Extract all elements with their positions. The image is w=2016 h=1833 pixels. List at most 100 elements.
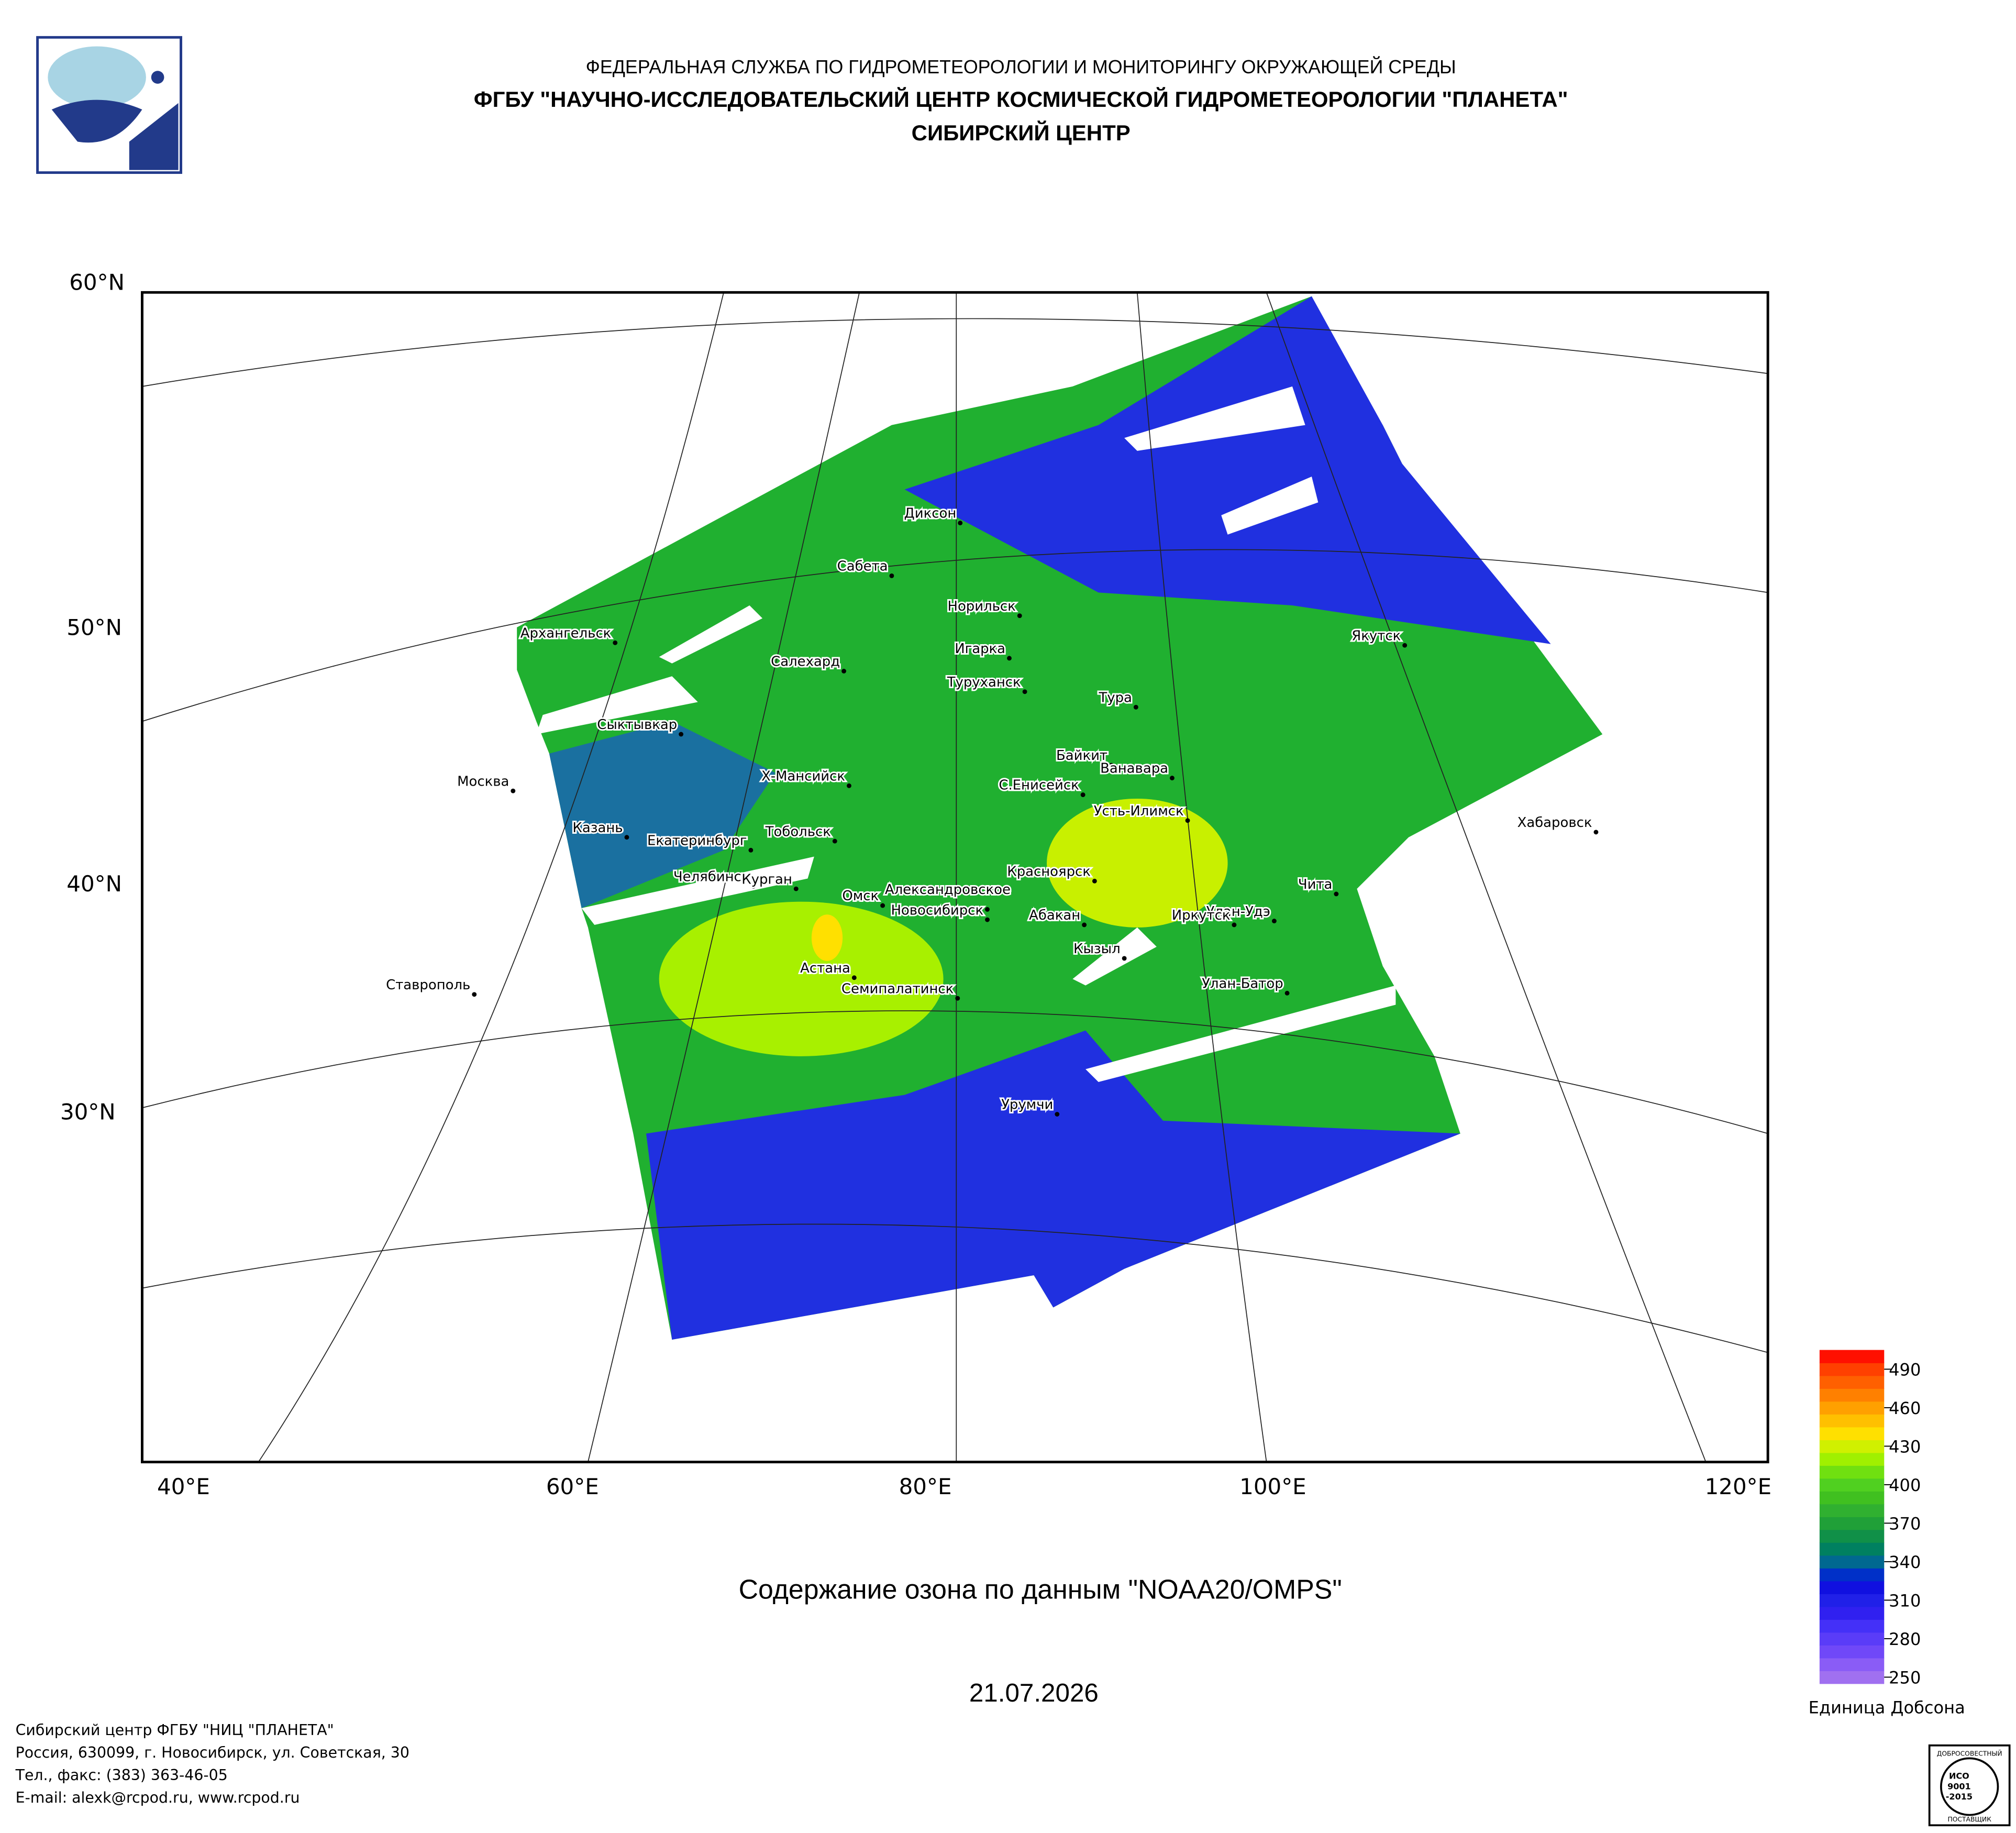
iso-text: ДОБРОСОВЕСТНЫЙ (1937, 1749, 2002, 1757)
legend-swatch (1819, 1632, 1885, 1646)
legend-swatch (1819, 1645, 1885, 1659)
city-label: Челябинск (673, 869, 749, 885)
legend-tick-label: 490 (1889, 1360, 1921, 1380)
city-dot (832, 838, 837, 844)
legend-swatch (1819, 1658, 1885, 1671)
legend-swatch (1819, 1619, 1885, 1633)
iso-text: ПОСТАВЩИК (1947, 1816, 1991, 1823)
city-label: Иркутск (1172, 908, 1231, 923)
header-line: СИБИРСКИЙ ЦЕНТР (912, 120, 1131, 145)
legend-swatch (1819, 1671, 1885, 1684)
lat-label: 40°N (67, 871, 122, 897)
city-dot (1334, 891, 1339, 897)
city-dot (751, 884, 756, 889)
legend-swatch (1819, 1465, 1885, 1479)
header-line: ФЕДЕРАЛЬНАЯ СЛУЖБА ПО ГИДРОМЕТЕОРОЛОГИИ … (586, 57, 1456, 78)
city-label: Якутск (1352, 628, 1401, 644)
legend-swatch (1819, 1491, 1885, 1505)
city-dot (624, 835, 629, 840)
city-dot (847, 783, 851, 788)
legend-swatch (1819, 1529, 1885, 1543)
city-dot (1284, 990, 1290, 996)
date: 21.07.2026 (969, 1679, 1099, 1707)
city-label: Тобольск (765, 824, 831, 840)
legend-swatch (1819, 1388, 1885, 1402)
city-label: Салехард (771, 654, 840, 670)
footer-line: Сибирский центр ФГБУ "НИЦ "ПЛАНЕТА" (16, 1721, 334, 1739)
city-label: Тура (1098, 690, 1132, 706)
legend-unit: Единица Добсона (1809, 1697, 1965, 1717)
city-label: Туруханск (947, 675, 1021, 690)
iso-text: ИСО (1949, 1771, 1969, 1781)
city-label: Усть-Илимск (1094, 803, 1184, 819)
city-dot (1232, 922, 1237, 927)
city-label: Ванавара (1100, 761, 1168, 777)
lat-label: 60°N (69, 269, 125, 295)
legend-swatch (1819, 1427, 1885, 1440)
city-dot (1007, 656, 1012, 661)
logo (36, 36, 182, 174)
legend-swatch (1819, 1350, 1885, 1363)
city-label: Новосибирск (891, 902, 983, 918)
city-dot (955, 996, 960, 1001)
city-label: Диксон (904, 506, 957, 522)
iso-text: -2015 (1946, 1792, 1973, 1802)
legend-swatch (1819, 1375, 1885, 1389)
lon-label: 40°E (157, 1474, 210, 1499)
legend-swatch (1819, 1555, 1885, 1569)
city-label: С.Енисейск (999, 778, 1079, 793)
city-dot (958, 521, 963, 526)
city-dot (1017, 613, 1022, 619)
ozone-high (659, 901, 944, 1056)
city-dot (1271, 919, 1277, 924)
city-dot (1082, 922, 1087, 927)
cities: Диксон Сабета Норильск Архангельск Игарка Яку… (384, 504, 1599, 1117)
legend-swatch (1819, 1504, 1885, 1517)
map-title: Содержание озона по данным "NOAA20/OMPS" (739, 1574, 1342, 1604)
city-label: Москва (457, 774, 509, 789)
city-label: Красноярск (1007, 864, 1091, 880)
city-label: Курган (741, 871, 792, 887)
city-label: Александровское (885, 882, 1011, 898)
city-dot (880, 903, 885, 908)
legend-swatch (1819, 1542, 1885, 1556)
legend-swatch (1819, 1517, 1885, 1530)
city-label: Чита (1298, 877, 1333, 892)
legend-swatch (1819, 1478, 1885, 1492)
city-dot (851, 975, 857, 980)
lon-label: 100°E (1239, 1474, 1306, 1499)
city-label: Урумчи (1001, 1097, 1053, 1113)
legend-swatch (1819, 1568, 1885, 1582)
ozone-mid (549, 721, 776, 909)
legend-tick-label: 280 (1889, 1629, 1921, 1649)
city-dot (889, 573, 894, 578)
lon-label: 80°E (899, 1474, 952, 1499)
city-dot (1185, 818, 1190, 823)
legend-swatch (1819, 1363, 1885, 1376)
city-dot (1109, 763, 1114, 768)
legend-swatch (1819, 1440, 1885, 1453)
city-label: Улан-Удэ (1206, 904, 1270, 920)
legend-swatch (1819, 1401, 1885, 1415)
lon-label: 120°E (1705, 1474, 1772, 1499)
city-label: Норильск (947, 599, 1015, 614)
city-label: Екатеринбург (647, 833, 747, 849)
city-dot (1593, 830, 1599, 835)
city-dot (1055, 1112, 1060, 1117)
city-label: Хабаровск (1517, 815, 1592, 831)
city-dot (613, 640, 618, 645)
header-line: ФГБУ "НАУЧНО-ИССЛЕДОВАТЕЛЬСКИЙ ЦЕНТР КОС… (474, 86, 1568, 112)
city-label: Астана (800, 960, 850, 976)
ozone-low (646, 1030, 1460, 1340)
city-dot (472, 992, 477, 997)
footer-line: E-mail: alexk@rcpod.ru, www.rcpod.ru (16, 1789, 300, 1806)
legend-swatch (1819, 1414, 1885, 1428)
city-dot (1122, 956, 1127, 961)
city-label: Байкит (1056, 748, 1107, 764)
city-dot (1169, 776, 1175, 781)
legend-swatch (1819, 1452, 1885, 1466)
city-dot (985, 907, 990, 912)
city-dot (1080, 792, 1085, 797)
color-legend: 250 280 310 340 370 400 430 460 490 (1819, 1350, 1921, 1688)
iso-text: 9001 (1947, 1781, 1971, 1791)
